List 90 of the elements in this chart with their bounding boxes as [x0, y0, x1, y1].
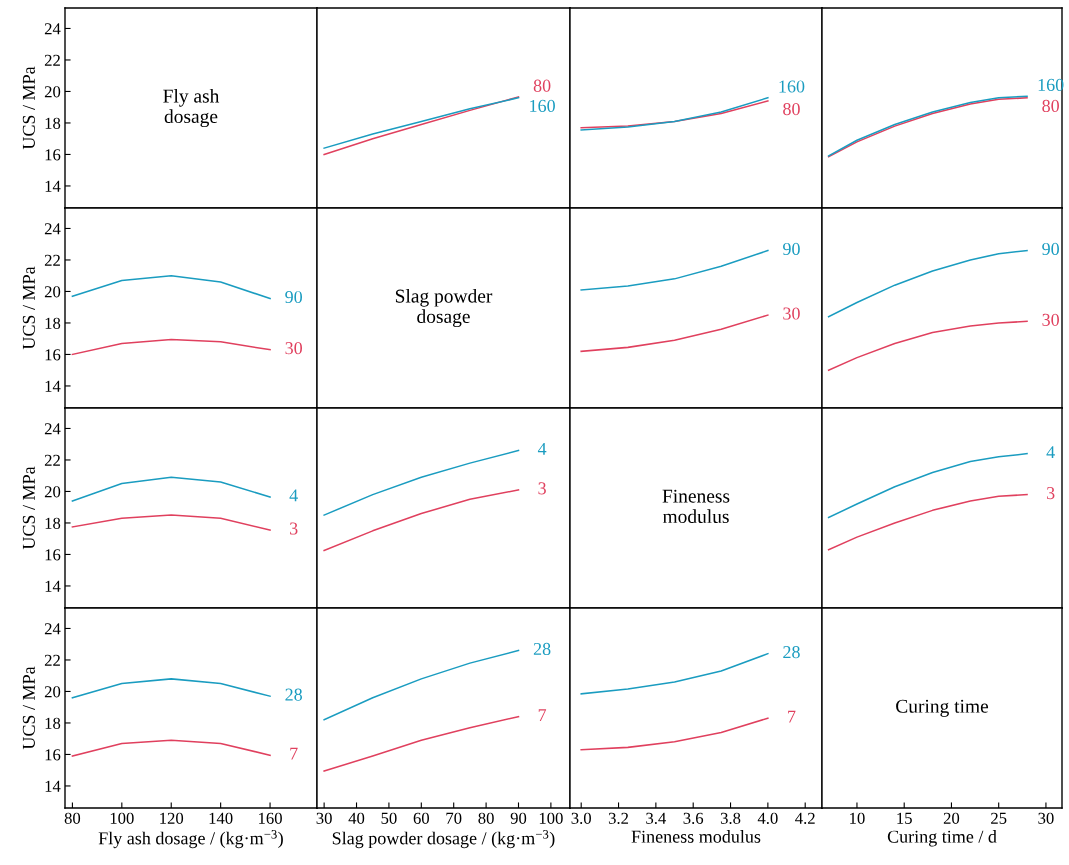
series-label: 30 [783, 307, 800, 320]
x-tick-label: 30 [316, 812, 332, 824]
x-tick-label: 160 [259, 812, 282, 824]
series-label: 80 [783, 102, 800, 116]
x-tick-label: 3.2 [608, 812, 629, 824]
series-label: 28 [533, 642, 551, 656]
x-tick-label: 50 [381, 812, 397, 824]
y-tick-label: 22 [44, 54, 60, 66]
line-series [71, 476, 271, 502]
y-tick-label: 14 [45, 380, 61, 392]
y-tick-label: 20 [44, 686, 61, 698]
y-tick-label: 22 [44, 654, 60, 666]
x-axis-title: Curing time / d [887, 830, 997, 847]
x-tick-label: 10 [850, 812, 865, 824]
x-tick-label: 4.0 [757, 812, 778, 824]
series-label: 7 [538, 709, 547, 721]
y-tick-label: 14 [45, 180, 61, 192]
x-axis-title: Fly ash dosage / (kg·m$^{−3}$) [98, 830, 283, 849]
line-series [71, 514, 271, 531]
series-label: 4 [289, 489, 298, 502]
annotation: Slag powder dosage [395, 288, 493, 328]
series-label: 28 [783, 646, 800, 659]
series-label: 4 [537, 442, 547, 455]
y-tick-label: 16 [45, 549, 61, 561]
x-tick-label: 80 [478, 812, 494, 824]
line-series [71, 274, 271, 300]
x-tick-label: 3.4 [646, 812, 667, 824]
y-tick-label: 20 [44, 486, 61, 498]
line-series [71, 739, 271, 757]
x-tick-label: 30 [1038, 812, 1054, 824]
y-tick-label: 22 [44, 254, 60, 266]
y-tick-label: 20 [44, 286, 61, 298]
y-tick-label: 18 [45, 517, 61, 529]
series-label: 30 [1042, 313, 1059, 326]
y-tick-label: 22 [44, 454, 60, 466]
y-tick-label: 18 [45, 717, 61, 729]
series-label: 30 [285, 342, 303, 355]
x-axis-title: Slag powder dosage / (kg·m$^{−3}$) [332, 830, 555, 849]
y-tick-label: 16 [45, 149, 61, 161]
x-tick-label: 4.2 [795, 812, 815, 824]
series-label: 90 [285, 290, 303, 304]
series-label: 3 [538, 482, 546, 495]
y-tick-label: 18 [45, 317, 61, 329]
series-label: 160 [530, 99, 555, 113]
series-label: 3 [290, 522, 298, 535]
x-tick-label: 70 [446, 812, 462, 824]
y-axis-title: UCS / MPa [22, 466, 35, 550]
x-tick-label: 15 [897, 812, 912, 824]
series-label: 7 [788, 710, 796, 723]
y-tick-label: 18 [45, 117, 61, 129]
annotation: Curing time [896, 699, 989, 717]
y-tick-label: 14 [45, 780, 61, 792]
series-label: 28 [285, 688, 303, 701]
y-tick-label: 14 [45, 580, 61, 592]
y-tick-label: 16 [45, 749, 61, 761]
series-label: 4 [1046, 446, 1055, 459]
y-tick-label: 24 [44, 223, 61, 235]
y-tick-label: 24 [44, 23, 61, 35]
x-tick-label: 3.0 [571, 812, 591, 824]
series-label: 160 [779, 80, 805, 93]
line-series [71, 338, 271, 356]
x-axis-title: Fineness modulus [631, 830, 761, 843]
line-series [71, 678, 271, 699]
series-label: 3 [1047, 487, 1055, 500]
y-axis-title: UCS / MPa [22, 666, 35, 750]
x-tick-label: 3.6 [683, 812, 704, 824]
x-tick-label: 100 [539, 812, 563, 824]
y-tick-label: 20 [44, 86, 61, 98]
x-tick-label: 140 [209, 812, 233, 824]
y-tick-label: 16 [45, 349, 61, 361]
series-label: 90 [783, 242, 800, 256]
y-tick-label: 24 [44, 423, 61, 435]
x-tick-label: 40 [348, 812, 365, 824]
x-tick-label: 20 [943, 812, 960, 824]
series-label: 7 [290, 747, 298, 760]
x-tick-label: 25 [991, 812, 1007, 824]
series-label: 80 [533, 79, 551, 92]
series-label: 90 [1042, 242, 1059, 256]
x-tick-label: 60 [413, 812, 430, 824]
x-tick-label: 80 [64, 812, 81, 824]
x-tick-label: 120 [160, 812, 184, 824]
annotation: Fineness modulus [662, 489, 730, 524]
annotation: Fly ash dosage [163, 88, 220, 128]
x-tick-label: 90 [510, 812, 527, 824]
x-tick-label: 3.8 [720, 812, 741, 824]
x-tick-label: 100 [110, 812, 134, 824]
y-axis-title: UCS / MPa [22, 266, 35, 350]
series-label: 80 [1042, 99, 1059, 113]
y-tick-label: 24 [44, 623, 61, 635]
y-axis-title: UCS / MPa [22, 66, 35, 150]
